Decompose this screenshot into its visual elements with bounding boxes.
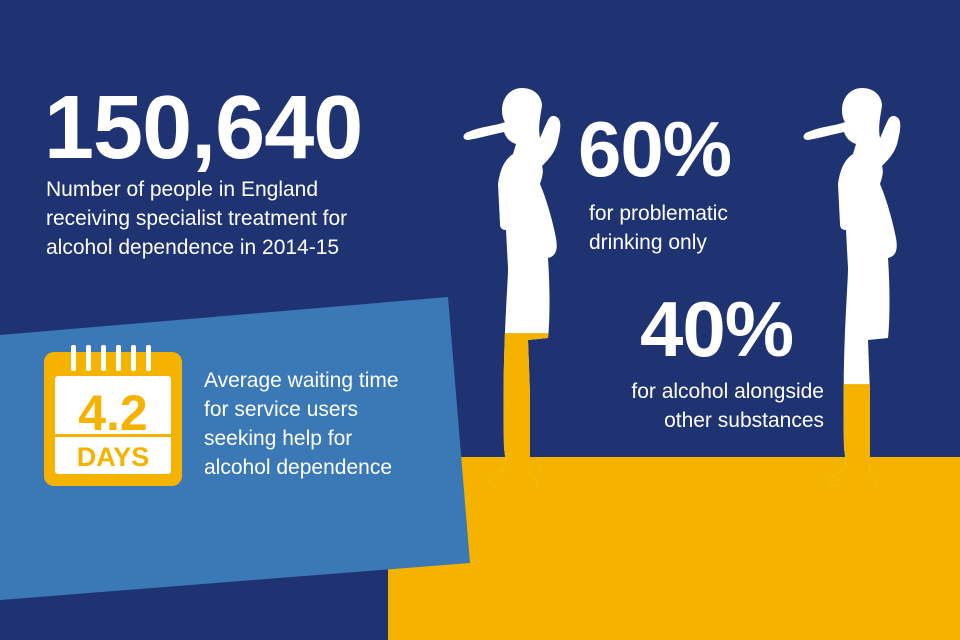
waiting-days-value: 4.2	[78, 385, 148, 441]
description-line: seeking help for	[204, 427, 353, 450]
problematic-percent: 60%	[578, 105, 732, 193]
calendar-icon	[44, 345, 182, 486]
people-treated-description: Number of people in England receiving sp…	[46, 175, 347, 262]
yellow-ground-block	[388, 457, 960, 640]
description-line: receiving specialist treatment for	[46, 207, 348, 230]
label-line: other substances	[664, 409, 824, 432]
people-treated-number: 150,640	[44, 78, 363, 178]
description-line: alcohol dependence in 2014-15	[46, 236, 340, 259]
description-line: Number of people in England	[46, 178, 319, 201]
label-line: for problematic	[589, 202, 728, 225]
description-line: alcohol dependence	[204, 456, 392, 479]
description-line: for service users	[204, 398, 359, 421]
problematic-label: for problematic drinking only	[589, 199, 728, 257]
label-line: for alcohol alongside	[631, 380, 824, 403]
substances-label: for alcohol alongside other substances	[631, 377, 824, 435]
description-line: Average waiting time	[204, 369, 399, 392]
label-line: drinking only	[589, 231, 707, 254]
substances-percent: 40%	[640, 285, 794, 373]
waiting-days-unit: DAYS	[76, 442, 150, 472]
waiting-time-description: Average waiting time for service users s…	[204, 366, 399, 482]
